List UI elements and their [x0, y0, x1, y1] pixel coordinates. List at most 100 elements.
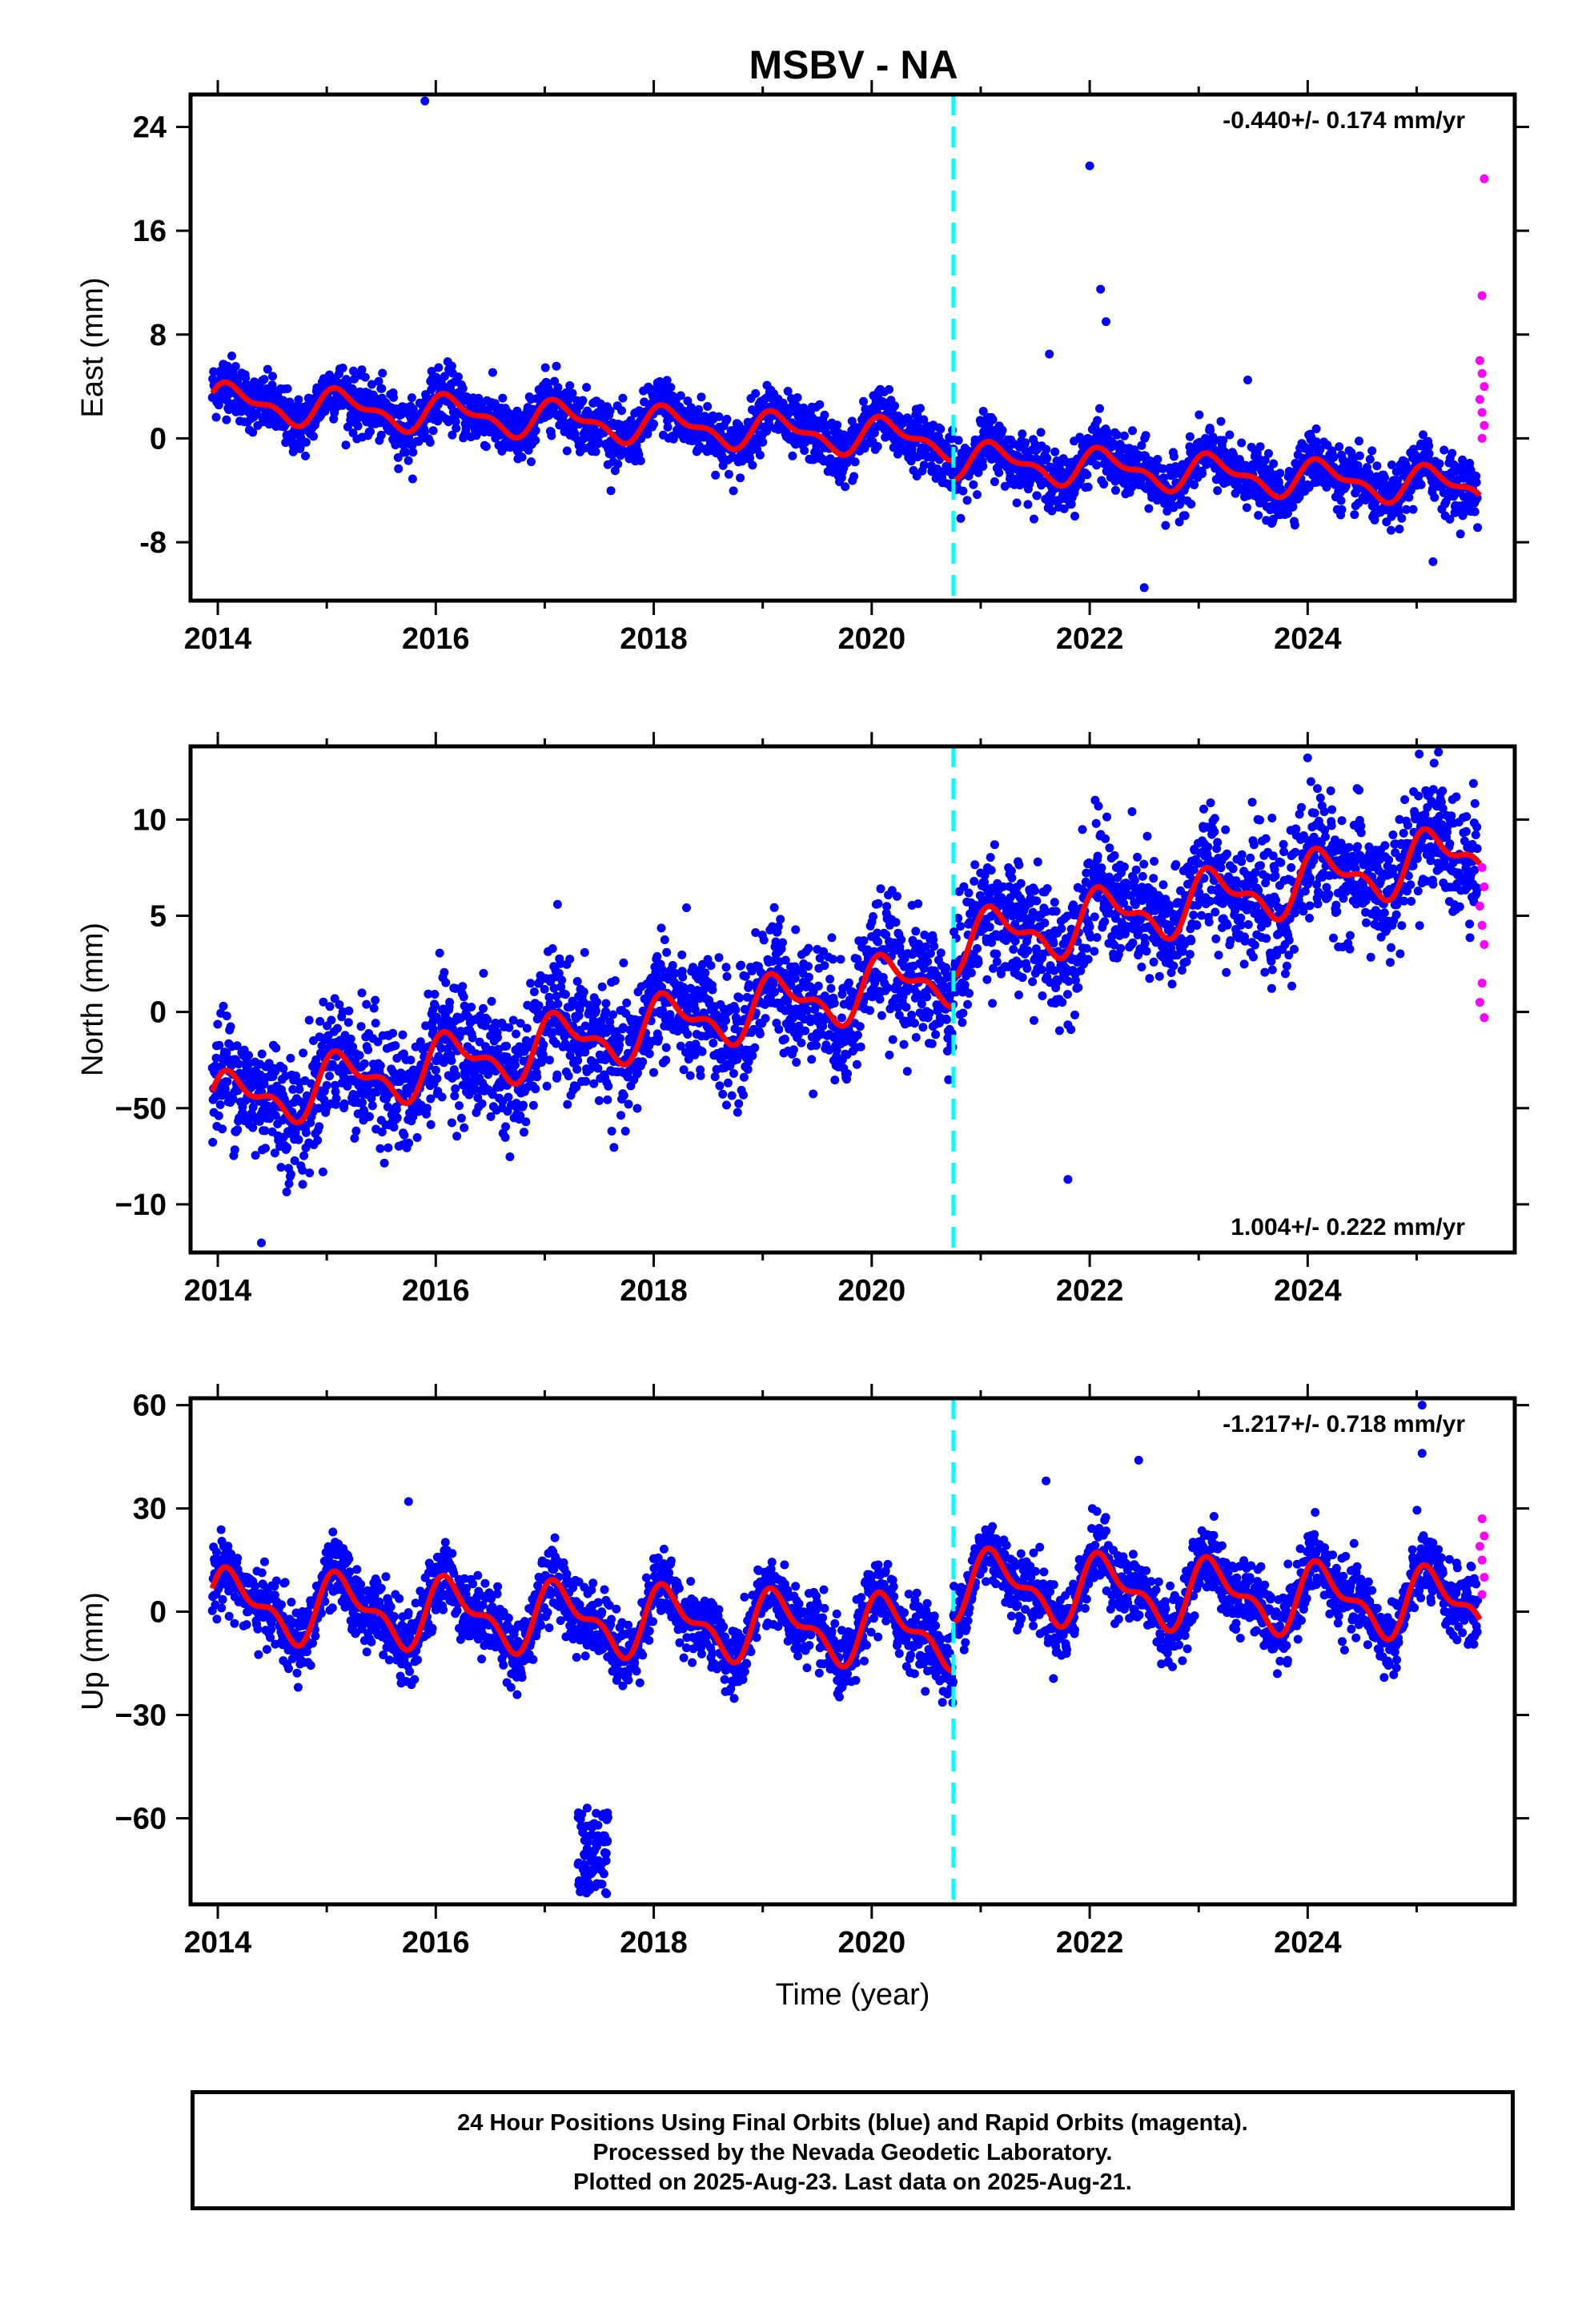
data-point	[1456, 529, 1465, 539]
data-point	[610, 976, 620, 985]
data-point	[393, 452, 403, 462]
data-point	[552, 1070, 562, 1080]
data-point	[401, 448, 411, 457]
data-point	[1103, 428, 1112, 437]
data-point	[448, 430, 457, 440]
data-point	[327, 1015, 336, 1025]
data-point	[563, 1100, 572, 1109]
data-point	[633, 1068, 642, 1078]
data-point	[792, 1058, 801, 1067]
data-point	[379, 1158, 389, 1168]
data-point	[505, 1152, 515, 1161]
data-point	[739, 1072, 749, 1082]
data-point	[353, 421, 363, 431]
data-point	[619, 958, 628, 967]
data-point	[1066, 500, 1076, 509]
data-point	[398, 1030, 408, 1039]
data-point	[656, 923, 666, 933]
data-point	[298, 1180, 307, 1189]
data-point	[223, 1077, 232, 1087]
data-point	[1198, 469, 1207, 478]
data-point	[440, 967, 449, 977]
data-point	[388, 1028, 398, 1038]
data-point	[1137, 440, 1146, 450]
data-point	[459, 992, 468, 1002]
data-point	[608, 450, 617, 459]
data-point	[660, 935, 669, 944]
data-point	[430, 990, 440, 999]
data-point	[723, 1078, 733, 1088]
data-point	[1174, 517, 1184, 527]
data-point	[548, 944, 557, 953]
data-point	[1119, 431, 1129, 440]
data-point	[1042, 453, 1052, 463]
data-point	[682, 903, 691, 912]
data-point	[1379, 472, 1389, 482]
data-point	[1255, 442, 1265, 452]
data-point	[580, 1021, 590, 1031]
data-point	[662, 947, 672, 957]
rapid-orbit-point	[1477, 433, 1487, 443]
data-point	[391, 1104, 401, 1114]
data-point	[697, 392, 706, 402]
data-point	[1367, 446, 1377, 456]
data-point	[447, 1055, 456, 1065]
data-point	[248, 1103, 258, 1112]
data-point	[714, 953, 724, 963]
data-point	[367, 380, 376, 389]
data-point	[841, 482, 850, 492]
data-point	[333, 1023, 342, 1033]
data-point	[936, 424, 946, 434]
data-point	[581, 1076, 591, 1086]
data-point	[978, 461, 988, 471]
data-point	[447, 1118, 456, 1128]
data-point	[1099, 480, 1109, 489]
data-point	[608, 1010, 617, 1019]
data-point	[873, 442, 882, 451]
data-point	[299, 1151, 309, 1160]
data-point	[302, 1091, 311, 1100]
data-point	[487, 996, 496, 1006]
data-point	[1355, 436, 1363, 446]
data-point	[572, 1064, 582, 1074]
model-fit-line	[954, 438, 1482, 506]
data-point	[815, 400, 825, 409]
data-point	[408, 404, 418, 414]
data-point	[208, 1137, 218, 1147]
data-point-outlier	[1085, 161, 1094, 171]
x-tick-label: 2014	[184, 622, 252, 656]
data-point	[1268, 514, 1278, 524]
data-point	[790, 974, 800, 983]
data-point	[696, 444, 705, 453]
data-point-outlier	[1139, 583, 1149, 593]
y-tick-label: 8	[150, 319, 167, 352]
data-point	[215, 1100, 225, 1109]
data-point	[331, 1080, 340, 1090]
data-point	[1355, 451, 1364, 460]
data-point	[594, 1096, 604, 1105]
data-point	[408, 474, 417, 484]
data-point	[755, 1029, 765, 1039]
data-point	[531, 1084, 540, 1094]
data-point	[356, 1022, 366, 1031]
data-point	[540, 363, 550, 372]
data-point	[1158, 464, 1168, 473]
data-point	[1209, 437, 1218, 447]
data-point	[498, 393, 508, 403]
data-point	[215, 1040, 224, 1050]
data-point	[412, 1133, 422, 1142]
data-point	[657, 965, 667, 974]
data-point	[1047, 506, 1057, 516]
data-point	[521, 1117, 531, 1127]
data-point	[295, 1084, 304, 1094]
data-point	[703, 402, 713, 411]
data-point	[488, 1090, 497, 1100]
data-point	[1402, 505, 1411, 514]
data-point	[800, 446, 809, 456]
data-point	[606, 486, 616, 496]
data-point	[1153, 455, 1162, 464]
data-point	[291, 1072, 301, 1080]
data-point	[248, 1123, 258, 1132]
data-point	[601, 999, 611, 1008]
